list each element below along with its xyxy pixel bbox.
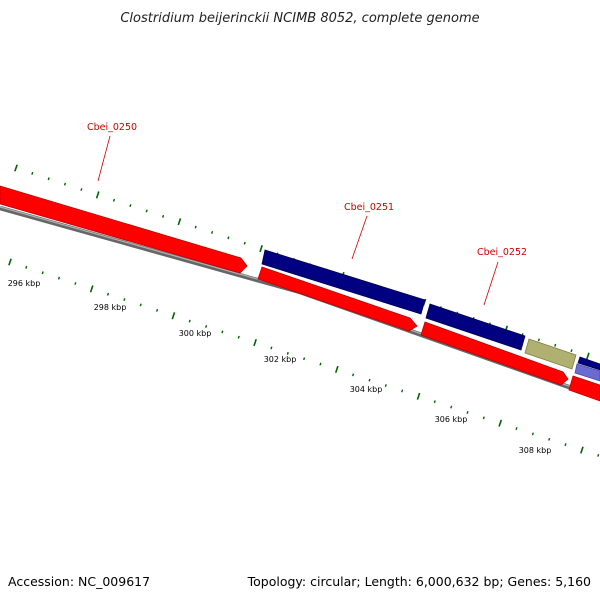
outer-tick-major xyxy=(586,352,590,360)
outer-tick-minor xyxy=(194,225,197,229)
scale-tick-minor xyxy=(270,346,273,350)
gene-label-cbei-0250[interactable]: Cbei_0250 xyxy=(87,122,137,133)
scale-label-296: 296 kbp xyxy=(8,279,41,288)
outer-tick-major xyxy=(95,191,100,199)
gene-feature-olive[interactable] xyxy=(524,338,577,370)
accession-text: Accession: NC_009617 xyxy=(8,574,150,589)
scale-tick-minor xyxy=(188,319,191,323)
scale-tick-major xyxy=(253,339,257,347)
scale-tick-minor xyxy=(74,282,77,285)
scale-tick-minor xyxy=(139,303,142,307)
outer-tick-minor xyxy=(145,209,148,213)
outer-tick-minor xyxy=(211,230,214,234)
map-title: Clostridium beijerinckii NCIMB 8052, com… xyxy=(120,11,479,26)
cds-feature-cbei-0250[interactable] xyxy=(0,185,248,274)
outer-tick-minor xyxy=(570,349,573,353)
gene-feature-next-lavender[interactable] xyxy=(574,363,600,382)
leader-line-cbei-0252 xyxy=(483,261,499,306)
outer-tick-minor xyxy=(80,188,83,191)
scale-tick-minor xyxy=(368,378,371,382)
scale-tick-minor xyxy=(564,443,567,447)
outer-tick-minor xyxy=(63,182,67,186)
outer-tick-minor xyxy=(47,177,50,181)
cds-feature-cbei-0251[interactable] xyxy=(257,266,418,332)
scale-tick-minor xyxy=(155,308,159,312)
cds-feature-next[interactable] xyxy=(568,375,600,402)
scale-tick-minor xyxy=(466,410,469,414)
outer-tick-major xyxy=(259,245,263,253)
scale-label-300: 300 kbp xyxy=(179,329,212,338)
scale-tick-major xyxy=(498,419,503,427)
scale-label-298: 298 kbp xyxy=(94,303,127,312)
scale-label-304: 304 kbp xyxy=(350,385,383,394)
leader-line-cbei-0251 xyxy=(351,215,368,260)
gene-feature-next-blue[interactable] xyxy=(577,356,600,371)
scale-tick-row xyxy=(8,258,600,457)
scale-tick-minor xyxy=(25,265,28,269)
outer-tick-minor xyxy=(554,343,557,347)
scale-tick-minor xyxy=(221,330,224,334)
scale-tick-minor xyxy=(205,324,208,328)
scale-tick-minor xyxy=(482,416,485,420)
outer-tick-minor xyxy=(31,171,34,175)
scale-tick-major xyxy=(171,312,176,320)
outer-tick-minor xyxy=(162,214,165,218)
gene-feature-cbei-0252[interactable] xyxy=(425,303,526,351)
scale-tick-minor xyxy=(106,292,110,296)
leader-line-cbei-0250 xyxy=(97,135,111,182)
scale-tick-minor xyxy=(123,298,126,302)
outer-tick-major xyxy=(14,164,18,172)
cds-feature-cbei-0252[interactable] xyxy=(420,321,569,386)
scale-tick-minor xyxy=(41,271,44,275)
scale-label-308: 308 kbp xyxy=(519,446,552,455)
gene-label-cbei-0252[interactable]: Cbei_0252 xyxy=(477,247,527,258)
scale-tick-minor xyxy=(57,276,61,280)
scale-label-302: 302 kbp xyxy=(264,355,297,364)
scale-tick-minor xyxy=(597,453,600,457)
outer-tick-minor xyxy=(537,338,540,342)
scale-tick-minor xyxy=(401,389,404,393)
scale-tick-minor xyxy=(531,432,534,436)
scale-tick-minor xyxy=(548,437,551,441)
scale-tick-major xyxy=(334,365,339,374)
scale-tick-minor xyxy=(352,373,355,377)
outer-tick-minor xyxy=(112,198,116,202)
scale-tick-minor xyxy=(384,384,387,388)
genome-backbone xyxy=(0,205,600,401)
outer-tick-major xyxy=(177,218,182,226)
outer-tick-minor xyxy=(227,236,230,240)
scale-tick-minor xyxy=(433,400,436,404)
outer-tick-minor xyxy=(243,241,246,245)
genome-summary-text: Topology: circular; Length: 6,000,632 bp… xyxy=(247,574,591,589)
outer-tick-minor xyxy=(129,204,132,208)
scale-tick-minor xyxy=(515,427,518,431)
scale-tick-minor xyxy=(237,335,240,339)
scale-tick-major xyxy=(416,392,421,400)
scale-tick-major xyxy=(580,446,584,454)
scale-tick-minor xyxy=(450,405,453,409)
scale-tick-major xyxy=(89,285,94,293)
scale-label-306: 306 kbp xyxy=(435,415,468,424)
scale-tick-minor xyxy=(286,351,289,355)
scale-tick-minor xyxy=(303,357,306,361)
scale-tick-minor xyxy=(319,362,322,366)
gene-label-cbei-0251[interactable]: Cbei_0251 xyxy=(344,202,394,213)
gene-feature-cbei-0251[interactable] xyxy=(261,249,426,315)
scale-tick-major xyxy=(8,258,12,266)
